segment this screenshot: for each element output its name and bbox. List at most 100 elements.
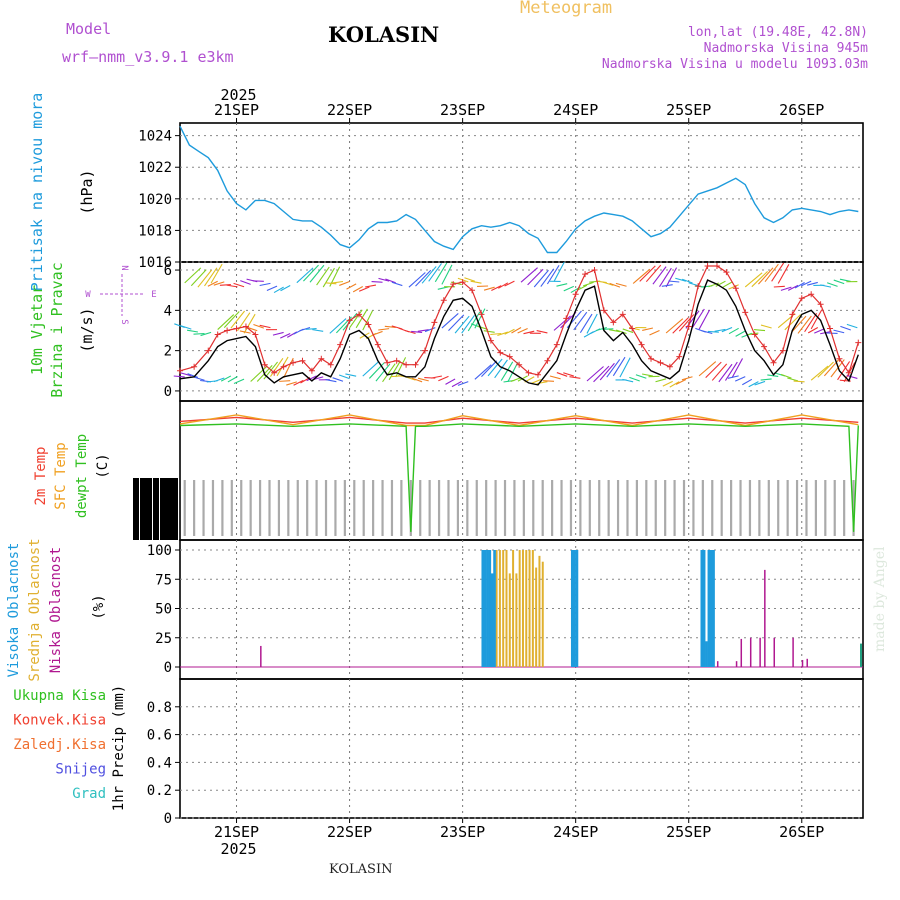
wind-arrow [787,284,799,291]
wind-gust-marker [280,363,287,370]
wind-arrow [213,281,225,286]
wind-arrow [417,377,429,382]
wind-arrow [283,357,294,379]
wind-arrow [797,315,812,334]
station-title: KOLASIN [328,22,440,47]
wind-arrow [193,376,205,381]
wind-gust-marker [610,319,617,326]
wind-arrow [721,327,733,333]
wind-arrow [197,269,213,288]
wind-arrow [417,329,429,332]
wind-arrow [217,314,235,330]
wind-arrow [668,280,680,283]
wind-arrow [760,378,772,381]
wind-arrow [523,330,535,335]
wind-gust-marker [713,263,720,270]
wind-arrow [635,374,647,379]
temp-axis-blot [133,478,139,540]
wind-arrow [246,326,258,332]
pressure-title-label: Pritisak na nivou mora [28,93,46,292]
lonlat-label: lon,lat (19.48E, 42.8N) [687,25,868,40]
wind-gust-marker [290,359,297,366]
wind-arrow [335,316,352,334]
wind-arrow [220,375,232,382]
wind-arrow [448,314,465,332]
y-tick-label: 1024 [138,129,172,145]
wind-gust-marker [384,359,391,366]
cloud-label-high: Visoka Oblacnost [6,543,22,678]
wind-arrow [787,377,799,382]
wind-arrow [259,324,271,329]
x-tick-label-bottom: 26SEP [779,823,824,841]
wind-arrow [404,329,416,335]
wind-arrow [602,281,614,286]
high-cloud-bar [702,550,706,667]
wind-arrow [332,280,344,284]
wind-gust-marker [252,331,259,338]
wind-gust-marker [242,323,249,330]
wind-arrow [457,381,469,386]
wind-arrow [415,269,432,287]
panel-precip [179,678,864,819]
mid-cloud-bar [525,550,528,667]
wind-arrow [233,378,245,385]
y-tick-label: 50 [155,602,172,618]
wind-arrow [672,317,689,334]
wind-arrow [579,313,593,333]
low-cloud-bar [773,637,776,667]
compass-n: N [119,265,129,270]
x-tick-label-top: 23SEP [440,101,485,119]
wind-arrow [293,379,304,386]
wind-arrow [711,363,728,381]
wind-arrow [280,285,291,292]
wind-arrow [296,267,314,284]
temp-unit-label: (C) [95,453,111,478]
wind-arrow [714,328,726,332]
y-tick-label: 0.4 [147,755,172,771]
x-tick-label-top: 26SEP [779,101,824,119]
wind-arrow [391,281,403,287]
temp-label-dewpt: dewpt Temp [74,434,90,518]
low-cloud-bar [759,637,761,667]
wind-arrow [688,282,700,287]
x-tick-label-top: 25SEP [666,101,711,119]
wind-arrow [685,310,700,329]
wind-arrow [223,311,240,328]
temp-label-sfc: SFC Temp [53,442,69,509]
wind-gust-marker [770,359,777,366]
wind-gust-marker [191,363,198,370]
wind-arrow [780,286,792,291]
wind-arrow [210,263,223,284]
wind-gust-marker [723,269,730,276]
wind-arrow [253,324,265,329]
wind-arrow [744,272,763,288]
wind-gust-marker [789,311,796,318]
wind-arrow [378,277,390,282]
wind-arrow [474,364,492,380]
wind-arrow [764,263,779,282]
wind-gust-marker [516,361,523,368]
wind-arrow [582,281,594,287]
compass-s: S [119,319,129,324]
mid-cloud-bar [502,550,505,667]
wind-arrow [325,379,337,383]
wind-arrow [316,266,330,286]
wind-arrow [259,282,271,287]
wind-arrow [536,330,548,334]
wind-gust-marker [487,337,494,344]
wind-arrow [504,328,515,335]
wind-arrow [445,378,456,385]
wind-arrow [243,313,256,334]
wind-arrow [250,366,268,382]
wind-gust-marker [808,291,815,298]
wind-arrow [540,268,555,287]
wind-arrow [556,372,568,377]
wind-gust-marker [271,369,278,376]
wind-gust-marker [855,339,862,346]
wind-arrow [780,373,792,379]
wind-arrow [758,267,774,285]
wind-arrow [375,363,391,382]
